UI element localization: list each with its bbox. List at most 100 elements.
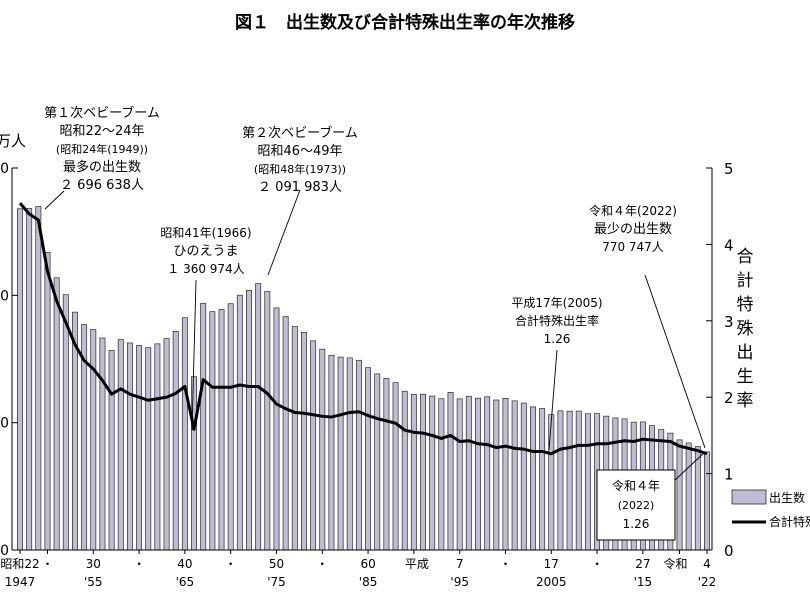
right-tick-label: 0 (724, 542, 734, 560)
x-tick-year-label: '15 (634, 575, 653, 589)
annotation-hinoeuma-line: １ 360 974人 (167, 262, 244, 276)
bar-1971 (236, 294, 243, 551)
bar-1986 (374, 373, 381, 551)
bar-1956 (99, 337, 106, 551)
x-tick-year-label: 2005 (536, 575, 567, 589)
bar-1978 (301, 332, 307, 551)
bar-1963 (163, 338, 170, 551)
bar-1988 (392, 382, 399, 551)
bar-2002 (520, 402, 527, 551)
annotation-r4-box (596, 469, 676, 541)
bar-1977 (291, 326, 298, 551)
x-tick-year-label: '22 (698, 575, 717, 589)
bar-1996 (465, 395, 472, 551)
annotation-first-boom-line: 最多の出生数 (63, 159, 141, 175)
annotation-min-births-line: 最少の出生数 (594, 222, 672, 237)
right-axis-label-char: 合 (737, 247, 754, 267)
right-tick-label: 3 (724, 313, 734, 331)
legend: 出生数合計特殊出生率 (731, 489, 810, 529)
legend-label-tfr: 合計特殊出生率 (769, 514, 810, 529)
x-tick-year-label: '95 (450, 575, 469, 589)
right-axis-label-char: 計 (737, 271, 754, 291)
bar-1972 (246, 290, 252, 551)
leader-min-births (644, 274, 706, 449)
bar-2019 (676, 439, 683, 551)
leader-h17-tfr (548, 349, 558, 451)
bar-2008 (575, 410, 582, 551)
x-tick-era-label: 27 (635, 557, 650, 571)
bar-1970 (227, 303, 234, 551)
x-tick-year-label: '65 (176, 575, 195, 589)
annotation-h17-tfr-line: 平成17年(2005) (511, 296, 602, 310)
x-tick-era-label: ・ (499, 557, 511, 571)
chart-title: 図１ 出生数及び合計特殊出生率の年次推移 (235, 12, 575, 33)
legend-label-births: 出生数 (769, 490, 805, 505)
bar-1947 (17, 208, 23, 551)
x-tick-era-label: 40 (177, 557, 192, 571)
bar-1983 (346, 357, 353, 551)
annotation-second-boom-line: ２ 091 983人 (258, 180, 342, 195)
bar-1960 (136, 345, 143, 551)
annotation-min-births-line: 770 747人 (602, 240, 664, 254)
bar-series (17, 206, 710, 551)
annotation-first-boom-line: ２ 696 638人 (60, 178, 144, 193)
bar-1991 (420, 393, 426, 551)
annotation-second-boom-line: (昭和48年(1973)) (254, 162, 346, 176)
bar-1962 (154, 343, 161, 551)
annotation-min-births-line: 令和４年(2022) (589, 203, 677, 218)
annotation-second-boom-line: 昭和46～49年 (257, 144, 342, 159)
bar-1976 (282, 316, 289, 551)
bar-1959 (126, 342, 133, 551)
right-tick-label: 1 (724, 466, 734, 484)
bar-1948 (26, 208, 33, 551)
bar-1985 (365, 367, 372, 551)
right-axis-label-char: 特 (737, 295, 754, 315)
bar-1982 (337, 356, 344, 551)
right-tick-label: 2 (724, 389, 734, 407)
left-axis-unit: 万人 (0, 132, 26, 150)
bar-2022 (704, 451, 710, 551)
x-tick-era-label: 平成 (405, 557, 429, 571)
right-axis-label-char: 殊 (737, 319, 754, 339)
leader-r4-tfr (674, 451, 706, 481)
bar-1989 (401, 390, 408, 551)
tfr-series (18, 202, 708, 456)
bar-2004 (539, 408, 546, 551)
bar-1984 (355, 359, 362, 551)
bar-1980 (319, 348, 326, 551)
right-tick-label: 5 (724, 160, 734, 178)
x-tick-era-label: ・ (133, 557, 145, 571)
bar-1964 (172, 331, 179, 551)
right-axis-label-char: 生 (737, 367, 754, 387)
x-tick-era-label: ・ (316, 557, 328, 571)
left-tick-label: 300 (0, 161, 9, 177)
tfr-line (18, 202, 708, 456)
bar-1998 (484, 396, 491, 551)
x-tick-era-label: ・ (41, 557, 53, 571)
bar-2006 (557, 410, 564, 551)
bar-1969 (218, 309, 225, 551)
annotation-first-boom-line: 昭和22～24年 (59, 124, 144, 139)
bar-1987 (383, 378, 390, 551)
right-axis-label-char: 率 (737, 391, 754, 411)
bar-1955 (90, 329, 97, 551)
x-tick-era-label: ・ (225, 557, 237, 571)
bar-2021 (694, 446, 701, 551)
bar-1957 (108, 350, 115, 551)
x-tick-era-label: 7 (456, 557, 464, 571)
bar-1999 (493, 399, 500, 551)
annotation-h17-tfr-line: 1.26 (544, 332, 571, 346)
annotation-r4-tfr-line: 令和４年 (612, 478, 660, 493)
x-tick-era-label: 30 (86, 557, 101, 571)
x-tick-era-label: 昭和22 (0, 557, 39, 571)
left-tick-label: 200 (0, 288, 9, 304)
annotation-first-boom-line: 第１次ベビーブーム (44, 105, 160, 121)
bar-2003 (530, 406, 536, 551)
bar-1995 (456, 398, 463, 551)
annotation-second-boom-line: 第２次ベビーブーム (242, 125, 358, 141)
x-tick-era-label: ・ (591, 557, 603, 571)
annotation-hinoeuma-line: ひのえうま (173, 244, 238, 259)
bar-1992 (429, 395, 436, 551)
bar-1994 (447, 392, 454, 551)
